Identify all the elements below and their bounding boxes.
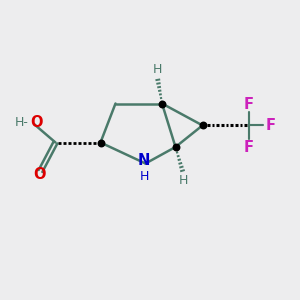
Text: H: H <box>139 170 149 184</box>
Text: H: H <box>153 63 162 76</box>
Text: O: O <box>31 115 43 130</box>
Text: H: H <box>178 174 188 188</box>
Point <box>173 145 178 149</box>
Text: N: N <box>138 153 150 168</box>
Point <box>160 101 164 106</box>
Text: F: F <box>244 140 254 155</box>
Text: F: F <box>244 97 254 112</box>
Point <box>98 140 103 145</box>
Text: F: F <box>266 118 276 133</box>
Point <box>200 123 205 128</box>
Text: O: O <box>33 167 45 182</box>
Text: H-: H- <box>15 116 29 129</box>
